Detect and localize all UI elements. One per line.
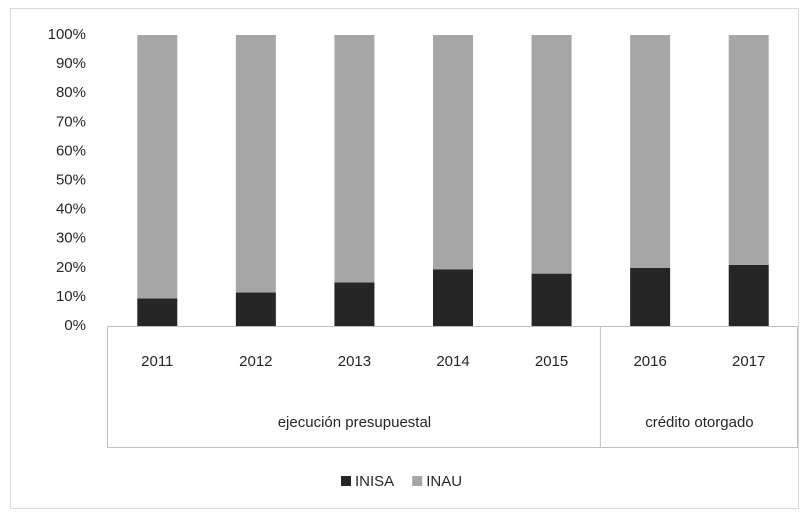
chart-frame (10, 8, 799, 509)
x-tick-label: 2015 (535, 353, 568, 370)
bar-segment (531, 35, 572, 274)
legend-label: INAU (426, 473, 462, 490)
x-tick-label: 2016 (633, 353, 666, 370)
group-label: ejecución presupuestal (278, 414, 431, 431)
bar-segment (334, 282, 375, 326)
x-tick-label: 2011 (141, 353, 173, 370)
x-tick-label: 2014 (436, 353, 469, 370)
y-tick-label: 20% (56, 259, 86, 276)
y-tick-label: 50% (56, 171, 86, 188)
bar-segment (334, 35, 375, 283)
y-tick-label: 70% (56, 113, 86, 130)
bar-segment (137, 35, 178, 299)
bar-segment (728, 264, 769, 326)
y-tick-label: 40% (56, 201, 86, 218)
bar-segment (235, 292, 276, 326)
legend-label: INISA (355, 473, 394, 490)
bar-segment (433, 269, 473, 326)
bar-segment (235, 35, 276, 293)
x-tick-label: 2013 (338, 353, 371, 370)
bar-segment (137, 298, 178, 326)
x-tick-label: 2017 (732, 353, 765, 370)
y-tick-label: 30% (56, 230, 86, 247)
bar-segment (433, 35, 473, 270)
y-tick-label: 60% (56, 142, 86, 159)
bar-segment (531, 273, 572, 326)
legend-swatch (341, 476, 351, 486)
bar-segment (630, 267, 671, 326)
y-tick-label: 90% (56, 55, 86, 72)
bar-segment (630, 35, 671, 268)
y-tick-label: 10% (56, 288, 86, 305)
bar-segment (728, 35, 769, 265)
group-label: crédito otorgado (645, 414, 753, 431)
x-tick-label: 2012 (239, 353, 272, 370)
y-tick-label: 80% (56, 84, 86, 101)
y-tick-label: 100% (48, 26, 86, 43)
legend-swatch (412, 476, 423, 486)
y-tick-label: 0% (64, 317, 86, 334)
